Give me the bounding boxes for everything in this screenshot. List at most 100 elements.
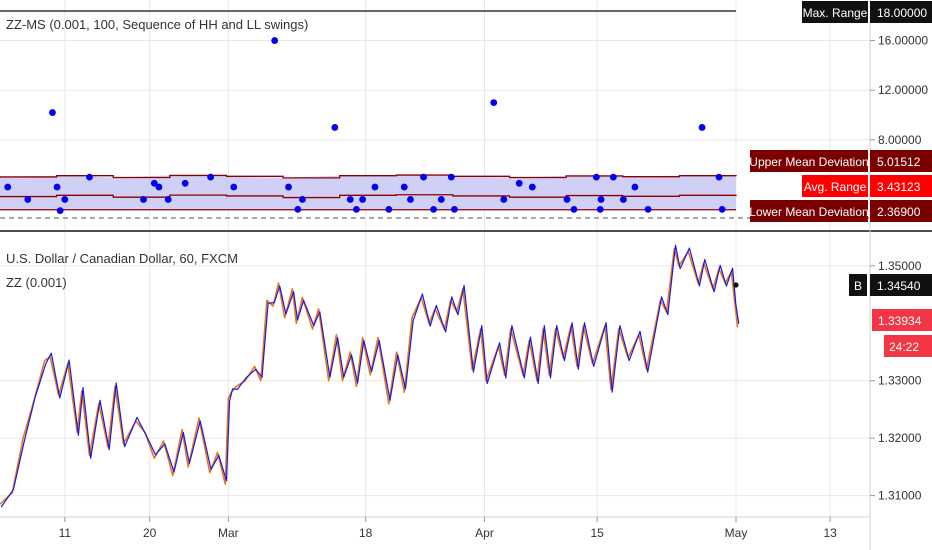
x-tick-label-5: 15	[590, 526, 604, 540]
range-dot-0[interactable]	[4, 183, 12, 191]
max-range-name-box	[802, 1, 868, 23]
grid-lines	[0, 0, 870, 517]
zigzag-line-blue	[0, 244, 740, 508]
range-dot-6[interactable]	[86, 173, 93, 181]
upper-mean-deviation-name: Upper Mean Deviation	[749, 155, 868, 169]
range-dot-26[interactable]	[420, 173, 427, 181]
avg-range-label: Avg. Range 3.43123	[802, 175, 932, 197]
range-dot-1[interactable]	[24, 196, 32, 203]
countdown-box	[884, 335, 932, 357]
avg-range-line	[0, 194, 737, 199]
range-dot-12[interactable]	[207, 173, 215, 181]
range-dot-39[interactable]	[597, 196, 605, 203]
close-price-value: 1.33934	[878, 314, 922, 328]
range-dot-38[interactable]	[596, 205, 604, 213]
lower-mean-deviation-name-box	[750, 200, 868, 222]
range-dot-10[interactable]	[164, 196, 172, 203]
bottom-y-tick-label-3: 1.31000	[878, 489, 922, 503]
range-dot-18[interactable]	[331, 124, 339, 131]
range-dot-34[interactable]	[528, 183, 536, 191]
range-dot-32[interactable]	[500, 196, 508, 203]
range-dot-11[interactable]	[181, 179, 189, 187]
top-y-tick-label-1: 12.00000	[878, 83, 928, 97]
bottom-y-tick-label-1: 1.33000	[878, 374, 922, 388]
max-range-name: Max. Range	[803, 6, 868, 20]
last-price-label: B 1.34540	[849, 274, 932, 296]
range-dot-40[interactable]	[609, 173, 617, 181]
last-price-box	[870, 274, 932, 296]
range-dot-45[interactable]	[715, 173, 723, 181]
lower-mean-deviation-name: Lower Mean Deviation	[749, 205, 868, 219]
range-dot-17[interactable]	[299, 196, 306, 203]
range-dot-30[interactable]	[451, 205, 458, 213]
x-tick-label-0: 11	[59, 526, 72, 540]
range-dot-31[interactable]	[490, 99, 498, 107]
time-axis[interactable]: 11 20 Mar 18 Apr 15 May 13	[59, 517, 838, 540]
range-dot-44[interactable]	[698, 124, 706, 131]
x-tick-label-7: 13	[823, 526, 837, 540]
bottom-y-tick-label-0: 1.35000	[878, 259, 922, 273]
range-dot-19[interactable]	[346, 196, 354, 203]
avg-range-value-box	[870, 175, 932, 197]
range-dot-24[interactable]	[400, 183, 408, 191]
bottom-y-axis[interactable]: 1.35000 1.33000 1.32000 1.31000	[870, 259, 922, 503]
range-dot-29[interactable]	[447, 173, 455, 181]
range-dot-21[interactable]	[359, 196, 367, 203]
range-dot-37[interactable]	[592, 173, 600, 181]
range-dot-20[interactable]	[353, 205, 360, 213]
range-dot-43[interactable]	[644, 205, 652, 213]
close-price-label: 1.33934 24:22	[872, 309, 932, 357]
range-dot-16[interactable]	[294, 205, 302, 213]
last-price-marker	[733, 282, 739, 288]
range-dot-23[interactable]	[385, 205, 393, 213]
upper-mean-deviation-value-box	[870, 150, 932, 172]
indicator-title[interactable]: ZZ-MS (0.001, 100, Sequence of HH and LL…	[6, 17, 308, 32]
avg-range-name: Avg. Range	[804, 180, 867, 194]
range-dot-15[interactable]	[285, 183, 292, 191]
range-dot-27[interactable]	[430, 205, 437, 213]
range-dot-7[interactable]	[140, 196, 147, 203]
range-dot-9[interactable]	[155, 183, 163, 191]
price-zigzag	[0, 244, 740, 508]
countdown-value: 24:22	[889, 340, 919, 354]
range-dot-22[interactable]	[371, 183, 379, 191]
range-dot-2[interactable]	[49, 109, 56, 116]
range-dot-3[interactable]	[53, 183, 61, 191]
upper-mean-deviation-label: Upper Mean Deviation 5.01512	[749, 150, 932, 172]
range-dot-25[interactable]	[407, 196, 414, 203]
max-range-label: Max. Range 18.00000	[802, 1, 932, 23]
x-tick-label-2: Mar	[218, 526, 239, 540]
range-dot-8[interactable]	[150, 179, 158, 187]
top-y-tick-label-2: 8.00000	[878, 133, 922, 147]
top-y-tick-label-0: 16.00000	[878, 34, 928, 48]
x-tick-label-4: Apr	[475, 526, 494, 540]
range-dot-28[interactable]	[437, 196, 445, 203]
range-dot-42[interactable]	[631, 183, 639, 191]
avg-range-name-box	[802, 175, 868, 197]
range-dot-4[interactable]	[56, 207, 64, 215]
range-dots	[4, 37, 726, 215]
range-dot-5[interactable]	[61, 196, 69, 203]
upper-mean-deviation-name-box	[750, 150, 868, 172]
range-dot-33[interactable]	[515, 179, 523, 187]
price-badge: B	[854, 279, 862, 293]
range-dot-41[interactable]	[619, 196, 627, 203]
range-dot-36[interactable]	[570, 205, 578, 213]
avg-range-value: 3.43123	[877, 180, 921, 194]
upper-mean-deviation-value: 5.01512	[877, 155, 921, 169]
range-dot-35[interactable]	[563, 196, 571, 203]
range-dot-14[interactable]	[271, 37, 279, 44]
lower-mean-deviation-label: Lower Mean Deviation 2.36900	[749, 200, 932, 222]
top-y-axis[interactable]: 16.00000 12.00000 8.00000	[870, 34, 928, 147]
symbol-title[interactable]: U.S. Dollar / Canadian Dollar, 60, FXCM	[6, 251, 238, 266]
range-dot-13[interactable]	[230, 183, 238, 191]
max-range-value-box	[870, 1, 932, 23]
zigzag-indicator-title[interactable]: ZZ (0.001)	[6, 275, 67, 290]
last-price-value: 1.34540	[877, 279, 921, 293]
range-dot-46[interactable]	[718, 205, 726, 213]
x-tick-label-3: 18	[359, 526, 373, 540]
lower-mean-deviation-value: 2.36900	[877, 205, 921, 219]
bottom-y-tick-label-2: 1.32000	[878, 431, 922, 445]
